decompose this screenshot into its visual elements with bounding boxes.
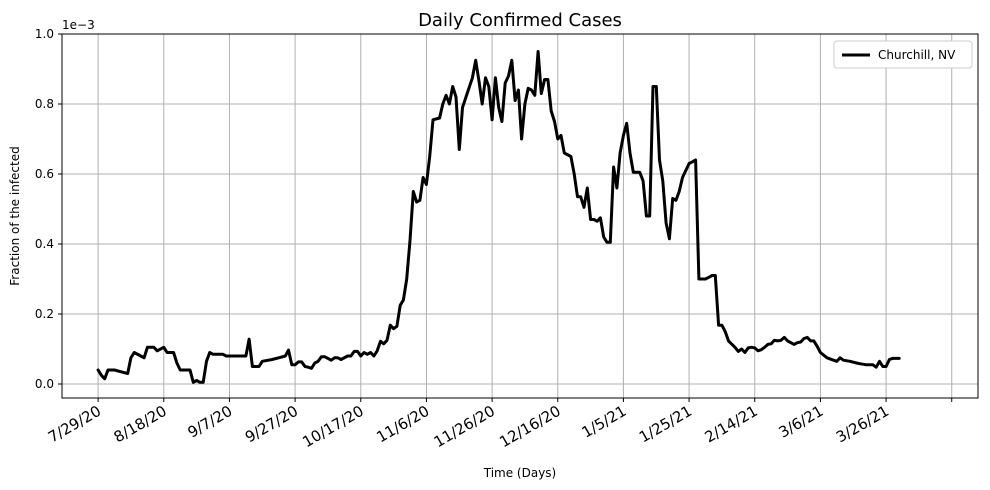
x-tick-label: 7/29/20 xyxy=(45,402,104,447)
y-tick-label: 0.8 xyxy=(35,97,54,111)
y-tick-label: 0.2 xyxy=(35,307,54,321)
y-tick-label: 0.0 xyxy=(35,377,54,391)
x-tick-label: 9/27/20 xyxy=(242,402,301,447)
grid-lines xyxy=(62,33,978,398)
legend-box xyxy=(833,40,973,69)
y-axis-scale-label: 1e−3 xyxy=(62,18,95,32)
chart-title: Daily Confirmed Cases xyxy=(418,10,622,31)
legend: Churchill, NV xyxy=(833,40,973,69)
legend-label: Churchill, NV xyxy=(878,48,956,62)
x-tick-label: 10/17/20 xyxy=(299,402,366,451)
x-tick-label: 8/18/20 xyxy=(111,402,170,447)
x-tick-label: 3/26/21 xyxy=(833,402,892,447)
y-axis-label: Fraction of the infected xyxy=(8,146,22,285)
y-tick-label: 0.4 xyxy=(35,237,54,251)
plot-frame xyxy=(61,33,979,399)
y-tick-label: 0.6 xyxy=(35,167,54,181)
x-tick-label: 9/7/20 xyxy=(185,402,236,442)
x-tick-label: 11/6/20 xyxy=(373,402,432,447)
x-tick-label: 2/14/21 xyxy=(702,402,761,447)
x-tick-label: 12/16/20 xyxy=(496,402,563,451)
x-tick-label: 3/6/21 xyxy=(776,402,827,442)
x-tick-label: 1/25/21 xyxy=(636,402,695,447)
y-tick-label: 1.0 xyxy=(35,27,54,41)
x-axis-label: Time (Days) xyxy=(483,466,557,480)
x-tick-label: 11/26/20 xyxy=(431,402,498,451)
x-tick-label: 1/5/21 xyxy=(579,402,630,442)
series-layer xyxy=(96,50,901,384)
series-line xyxy=(96,50,901,384)
